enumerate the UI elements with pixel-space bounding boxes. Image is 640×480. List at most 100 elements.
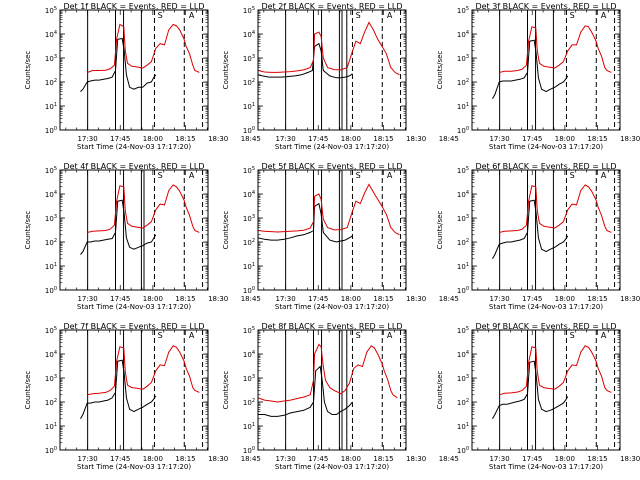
marker-label: A (601, 331, 607, 340)
y-tick-label: 104 (243, 190, 255, 199)
x-tick-label: 17:45 (110, 295, 130, 303)
y-axis-label: Counts/sec (222, 371, 230, 410)
y-tick-label: 101 (243, 422, 255, 431)
y-tick-label: 105 (457, 326, 469, 335)
x-tick-label: 17:45 (522, 295, 542, 303)
series-line-lld (258, 21, 400, 76)
x-tick-label: 18:45 (439, 295, 459, 303)
y-tick-label: 101 (45, 262, 57, 271)
y-tick-label: 104 (457, 190, 469, 199)
x-axis-label: Start Time (24-Nov-03 17:17:20) (275, 143, 389, 151)
y-tick-label: 104 (45, 30, 57, 39)
x-tick-label: 18:15 (175, 295, 195, 303)
y-axis-label: Counts/sec (24, 371, 32, 410)
y-tick-label: 101 (457, 262, 469, 271)
x-tick-label: 18:15 (373, 135, 393, 143)
y-tick-label: 105 (243, 326, 255, 335)
x-tick-label: 18:30 (208, 295, 228, 303)
series-line-events (258, 202, 353, 243)
series-line-events (80, 359, 157, 420)
y-axis-label: Counts/sec (222, 211, 230, 250)
x-axis-label: Start Time (24-Nov-03 17:17:20) (77, 463, 191, 471)
panel-title: Det 1f BLACK = Events, RED = LLD (63, 2, 204, 11)
x-tick-label: 18:15 (587, 295, 607, 303)
y-axis-label: Counts/sec (436, 371, 444, 410)
series-line-lld (87, 23, 200, 73)
panel-det-1: Det 1f BLACK = Events, RED = LLD Counts/s… (24, 2, 261, 151)
marker-label: A (601, 11, 607, 20)
x-tick-label: 17:45 (110, 455, 130, 463)
y-tick-label: 105 (457, 166, 469, 175)
plot-frame (59, 169, 209, 291)
y-tick-label: 101 (45, 422, 57, 431)
y-tick-label: 105 (45, 166, 57, 175)
x-tick-label: 18:45 (241, 295, 261, 303)
panel-title: Det 7f BLACK = Events, RED = LLD (63, 322, 204, 331)
x-tick-label: 17:30 (275, 135, 295, 143)
x-tick-label: 18:30 (208, 455, 228, 463)
x-axis-label: Start Time (24-Nov-03 17:17:20) (77, 143, 191, 151)
x-tick-label: 18:00 (143, 455, 163, 463)
y-tick-label: 101 (457, 422, 469, 431)
series-line-events (492, 360, 569, 420)
x-tick-label: 18:15 (373, 295, 393, 303)
x-axis-label: Start Time (24-Nov-03 17:17:20) (275, 463, 389, 471)
x-axis-label: Start Time (24-Nov-03 17:17:20) (489, 303, 603, 311)
plot-frame (471, 329, 621, 451)
series-line-events (492, 39, 569, 100)
x-tick-label: 17:45 (522, 135, 542, 143)
series-line-lld (499, 25, 612, 73)
y-axis-label: Counts/sec (436, 211, 444, 250)
panel-title: Det 5f BLACK = Events, RED = LLD (261, 162, 402, 171)
plot-frame (257, 329, 407, 451)
y-tick-label: 104 (457, 350, 469, 359)
y-axis-label: Counts/sec (436, 51, 444, 90)
x-tick-label: 17:30 (489, 135, 509, 143)
marker-label: S (570, 11, 575, 20)
x-tick-label: 18:30 (208, 135, 228, 143)
x-axis-label: Start Time (24-Nov-03 17:17:20) (489, 143, 603, 151)
marker-label: S (356, 171, 361, 180)
marker-label: A (601, 171, 607, 180)
y-tick-label: 100 (45, 126, 57, 135)
series-line-events (80, 199, 157, 255)
y-tick-label: 105 (45, 6, 57, 15)
y-tick-label: 100 (457, 286, 469, 295)
y-tick-label: 102 (457, 238, 469, 247)
x-tick-label: 18:45 (241, 455, 261, 463)
x-axis-label: Start Time (24-Nov-03 17:17:20) (275, 303, 389, 311)
panel-det-6: Det 6f BLACK = Events, RED = LLD Counts/s… (436, 162, 640, 311)
panel-det-5: Det 5f BLACK = Events, RED = LLD Counts/s… (222, 162, 459, 311)
x-tick-label: 18:00 (341, 135, 361, 143)
marker-label: S (158, 331, 163, 340)
x-tick-label: 17:30 (275, 295, 295, 303)
y-tick-label: 105 (243, 6, 255, 15)
y-tick-label: 100 (457, 126, 469, 135)
x-tick-label: 18:45 (241, 135, 261, 143)
marker-label: S (570, 171, 575, 180)
x-tick-label: 17:45 (110, 135, 130, 143)
x-tick-label: 18:30 (406, 455, 426, 463)
x-tick-label: 17:30 (77, 455, 97, 463)
y-tick-label: 102 (243, 78, 255, 87)
x-tick-label: 18:30 (406, 135, 426, 143)
x-tick-label: 17:45 (522, 455, 542, 463)
plot-frame (59, 329, 209, 451)
series-line-lld (258, 343, 398, 403)
marker-label: S (570, 331, 575, 340)
y-tick-label: 101 (45, 102, 57, 111)
y-tick-label: 103 (45, 214, 57, 223)
x-tick-label: 18:15 (175, 455, 195, 463)
y-tick-label: 103 (457, 374, 469, 383)
marker-label: S (356, 11, 361, 20)
y-axis-label: Counts/sec (24, 211, 32, 250)
series-line-lld (499, 345, 612, 396)
x-tick-label: 18:45 (439, 455, 459, 463)
x-tick-label: 17:30 (77, 135, 97, 143)
x-tick-label: 18:15 (373, 455, 393, 463)
y-tick-label: 102 (243, 238, 255, 247)
x-tick-label: 18:30 (620, 135, 640, 143)
plot-frame (59, 9, 209, 131)
x-tick-label: 17:45 (308, 135, 328, 143)
